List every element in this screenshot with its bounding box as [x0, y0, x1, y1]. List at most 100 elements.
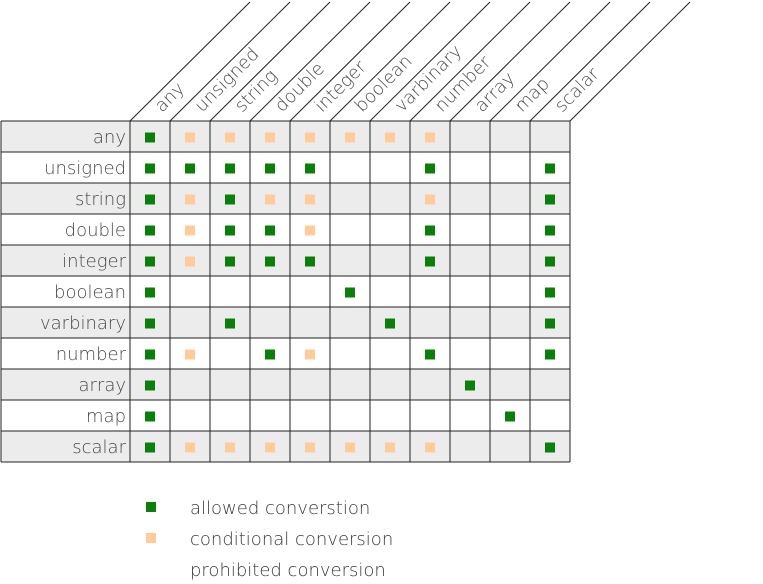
row-header-integer: integer — [62, 251, 126, 272]
conditional-marker-scalar-boolean — [345, 442, 355, 453]
allowed-marker-map-any — [145, 411, 155, 422]
allowed-marker-unsigned-string — [225, 163, 235, 174]
allowed-marker-integer-any — [145, 256, 155, 267]
legend-label-2: prohibited conversion — [190, 560, 386, 581]
allowed-marker-unsigned-integer — [305, 163, 315, 174]
allowed-marker-varbinary-varbinary — [385, 318, 395, 329]
allowed-marker-string-scalar — [545, 194, 555, 205]
allowed-marker-number-any — [145, 349, 155, 360]
row-header-unsigned: unsigned — [44, 158, 126, 179]
allowed-marker-unsigned-number — [425, 163, 435, 174]
allowed-marker-integer-number — [425, 256, 435, 267]
allowed-marker-unsigned-unsigned — [185, 163, 195, 174]
conditional-marker-double-unsigned — [185, 225, 195, 236]
row-header-string: string — [75, 189, 126, 210]
row-header-varbinary: varbinary — [40, 313, 126, 334]
allowed-marker-number-number — [425, 349, 435, 360]
row-header-boolean: boolean — [54, 282, 126, 303]
conversion-markers — [145, 132, 555, 453]
row-shading — [1, 121, 570, 462]
allowed-marker-string-any — [145, 194, 155, 205]
allowed-marker-varbinary-string — [225, 318, 235, 329]
row-band-string — [1, 183, 570, 214]
row-band-scalar — [1, 431, 570, 462]
allowed-marker-map-map — [505, 411, 515, 422]
allowed-marker-varbinary-any — [145, 318, 155, 329]
conditional-legend-swatch — [146, 533, 156, 543]
conditional-marker-string-integer — [305, 194, 315, 205]
allowed-marker-string-string — [225, 194, 235, 205]
conditional-marker-any-integer — [305, 132, 315, 143]
row-band-any — [1, 121, 570, 152]
conditional-marker-number-integer — [305, 349, 315, 360]
conditional-marker-any-number — [425, 132, 435, 143]
row-header-number: number — [56, 344, 127, 365]
conditional-marker-any-unsigned — [185, 132, 195, 143]
header-diagonal — [489, 1, 611, 122]
allowed-marker-array-any — [145, 380, 155, 391]
allowed-legend-swatch — [146, 502, 156, 512]
row-band-integer — [1, 245, 570, 276]
allowed-marker-double-string — [225, 225, 235, 236]
conditional-marker-any-varbinary — [385, 132, 395, 143]
conditional-marker-scalar-unsigned — [185, 442, 195, 453]
header-diagonal — [209, 1, 331, 122]
allowed-marker-scalar-scalar — [545, 442, 555, 453]
legend: allowed converstion conditional conversio… — [146, 498, 393, 581]
header-diagonal — [329, 1, 451, 122]
allowed-marker-unsigned-double — [265, 163, 275, 174]
row-headers: any unsigned string double integer boolean var… — [40, 127, 127, 458]
allowed-marker-boolean-boolean — [345, 287, 355, 298]
column-header-any: any — [151, 78, 189, 116]
conditional-marker-string-number — [425, 194, 435, 205]
header-diagonal — [369, 1, 491, 122]
allowed-marker-any-any — [145, 132, 155, 143]
conditional-marker-string-unsigned — [185, 194, 195, 205]
column-header-scalar: scalar — [551, 63, 604, 116]
header-diagonal — [569, 1, 691, 122]
conditional-marker-any-double — [265, 132, 275, 143]
conditional-marker-double-integer — [305, 225, 315, 236]
header-diagonal — [449, 1, 571, 122]
allowed-marker-boolean-any — [145, 287, 155, 298]
allowed-marker-unsigned-any — [145, 163, 155, 174]
row-header-double: double — [65, 220, 126, 241]
allowed-marker-double-number — [425, 225, 435, 236]
header-diagonal — [409, 1, 531, 122]
row-header-scalar: scalar — [72, 437, 126, 458]
column-headers: any unsignedstringdoubleintegerbooleanvar… — [151, 41, 604, 117]
allowed-marker-unsigned-scalar — [545, 163, 555, 174]
allowed-marker-integer-double — [265, 256, 275, 267]
conditional-marker-scalar-number — [425, 442, 435, 453]
conditional-marker-number-unsigned — [185, 349, 195, 360]
allowed-marker-integer-scalar — [545, 256, 555, 267]
header-diagonal — [169, 1, 291, 122]
allowed-marker-array-array — [465, 380, 475, 391]
allowed-marker-integer-string — [225, 256, 235, 267]
row-header-map: map — [86, 406, 126, 427]
allowed-marker-double-scalar — [545, 225, 555, 236]
allowed-marker-double-any — [145, 225, 155, 236]
allowed-marker-scalar-any — [145, 442, 155, 453]
row-band-varbinary — [1, 307, 570, 338]
conditional-marker-scalar-string — [225, 442, 235, 453]
legend-label-0: allowed converstion — [190, 498, 370, 519]
conditional-marker-any-boolean — [345, 132, 355, 143]
allowed-marker-integer-integer — [305, 256, 315, 267]
row-band-array — [1, 369, 570, 400]
row-header-array: array — [78, 375, 126, 396]
allowed-marker-boolean-scalar — [545, 287, 555, 298]
conditional-marker-any-string — [225, 132, 235, 143]
allowed-marker-number-double — [265, 349, 275, 360]
conditional-marker-scalar-integer — [305, 442, 315, 453]
header-diagonal — [289, 1, 411, 122]
header-diagonal — [129, 1, 251, 122]
allowed-marker-varbinary-scalar — [545, 318, 555, 329]
conditional-marker-scalar-double — [265, 442, 275, 453]
conditional-marker-string-double — [265, 194, 275, 205]
row-header-any: any — [93, 127, 126, 148]
column-header-map: map — [511, 73, 554, 116]
grid-lines — [0, 1, 691, 463]
header-diagonal — [529, 1, 651, 122]
